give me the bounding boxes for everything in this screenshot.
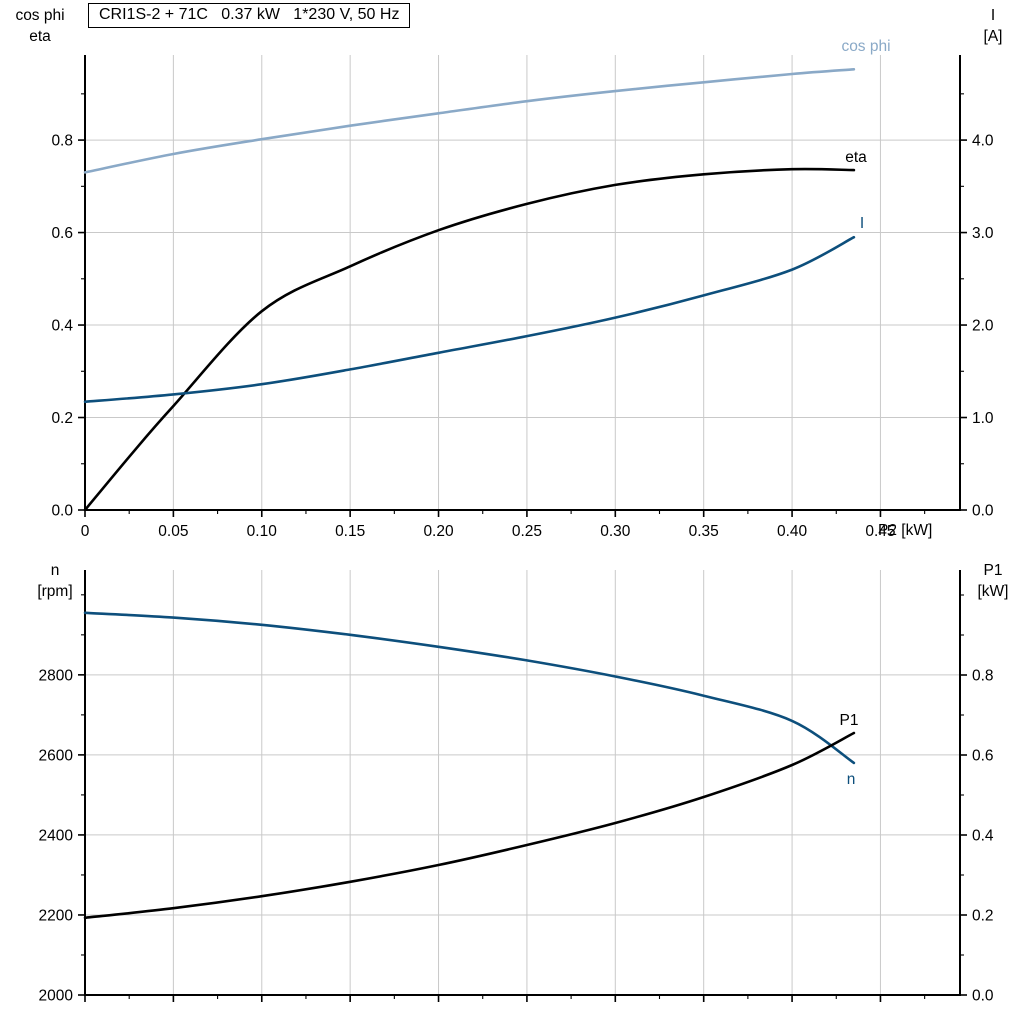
left-tick-label: 2800 xyxy=(39,667,74,684)
bottom-left-axis-title: n [rpm] xyxy=(24,561,86,603)
right-tick-label: 0.0 xyxy=(972,503,994,520)
curve-cos-phi xyxy=(83,68,856,174)
right-tick-label: 3.0 xyxy=(972,225,994,242)
x-tick-label: 0.15 xyxy=(335,523,365,540)
p2-axis-label: P2 [kW] xyxy=(878,522,933,539)
curve-label-eta: eta xyxy=(845,149,867,166)
current-axis-label: I xyxy=(990,7,996,24)
x-tick-label: 0.05 xyxy=(158,523,188,540)
x-tick-label: 0 xyxy=(81,523,90,540)
eta-axis-label: eta xyxy=(29,27,51,45)
current-axis-unit: [A] xyxy=(983,27,1003,45)
right-tick-label: 0.0 xyxy=(972,988,994,1005)
right-tick-label: 2.0 xyxy=(972,318,994,335)
left-tick-label: 2400 xyxy=(39,827,74,844)
p1-axis-unit: [kW] xyxy=(977,582,1009,600)
x-tick-label: 0.10 xyxy=(247,523,278,540)
x-tick-label: 0.25 xyxy=(512,523,542,540)
speed-axis-label: n xyxy=(50,562,60,579)
left-tick-label: 0.8 xyxy=(51,133,73,150)
left-tick-label: 2200 xyxy=(39,907,74,924)
x-tick-label: 0.45 xyxy=(865,523,895,540)
top-left-axis-title: cos phi eta xyxy=(6,6,74,48)
x-tick-label: 0.40 xyxy=(777,523,808,540)
left-tick-label: 2600 xyxy=(39,747,74,764)
left-tick-label: 0.4 xyxy=(51,318,73,335)
curve-eta xyxy=(83,167,856,512)
right-tick-label: 0.6 xyxy=(972,748,994,765)
right-tick-label: 0.4 xyxy=(972,828,994,845)
right-tick-label: 0.8 xyxy=(972,668,994,685)
curve-label-i: I xyxy=(860,215,864,232)
cos-phi-axis-label: cos phi xyxy=(15,7,65,24)
bottom-right-axis-title: P1 [kW] xyxy=(966,561,1020,603)
curve-label-cos-phi: cos phi xyxy=(841,38,890,55)
x-axis-title: P2 [kW] xyxy=(878,521,948,542)
curve-label-n: n xyxy=(847,771,856,788)
x-tick-label: 0.20 xyxy=(423,523,454,540)
left-tick-label: 0.6 xyxy=(51,225,73,242)
p1-axis-label: P1 xyxy=(983,562,1003,579)
left-tick-label: 2000 xyxy=(39,988,74,1005)
right-tick-label: 4.0 xyxy=(972,133,994,150)
x-tick-label: 0.35 xyxy=(689,523,719,540)
curve-label-p1: P1 xyxy=(840,712,859,729)
top-right-axis-title: I [A] xyxy=(968,6,1018,48)
curve-n xyxy=(83,611,856,765)
right-tick-label: 1.0 xyxy=(972,410,994,427)
x-tick-label: 0.30 xyxy=(600,523,631,540)
speed-axis-unit: [rpm] xyxy=(37,582,73,600)
left-tick-label: 0.2 xyxy=(51,410,73,427)
left-tick-label: 0.0 xyxy=(51,503,73,520)
curve-p1 xyxy=(83,731,856,920)
right-tick-label: 0.2 xyxy=(972,908,994,925)
chart-title-box: CRI1S-2 + 71C 0.37 kW 1*230 V, 50 Hz xyxy=(88,3,411,28)
curve-i xyxy=(83,235,856,404)
